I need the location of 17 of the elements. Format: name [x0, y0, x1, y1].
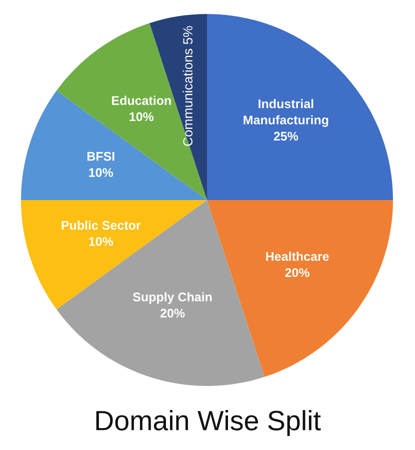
data-label: 20%	[160, 308, 185, 318]
slice-label: BFSI	[87, 152, 114, 161]
data-label: 10%	[130, 112, 154, 122]
pie-slice	[56, 23, 207, 200]
pie-slice	[207, 14, 393, 200]
data-label: 10%	[89, 168, 114, 177]
slice-label: Supply Chain	[132, 292, 212, 304]
data-label: 10%	[89, 237, 114, 246]
slice-label: Education	[112, 96, 171, 105]
pie-slice	[56, 200, 264, 386]
slice-label: Communications 5%	[182, 26, 192, 146]
slice-label: Public Sector	[62, 220, 141, 230]
text: Domain Wise Split	[96, 410, 321, 436]
data-label: 20%	[285, 268, 310, 278]
slice-label: Industrial Manufacturing	[244, 99, 328, 127]
slice-label: Healthcare	[266, 252, 329, 261]
data-label: 25%	[274, 132, 298, 141]
